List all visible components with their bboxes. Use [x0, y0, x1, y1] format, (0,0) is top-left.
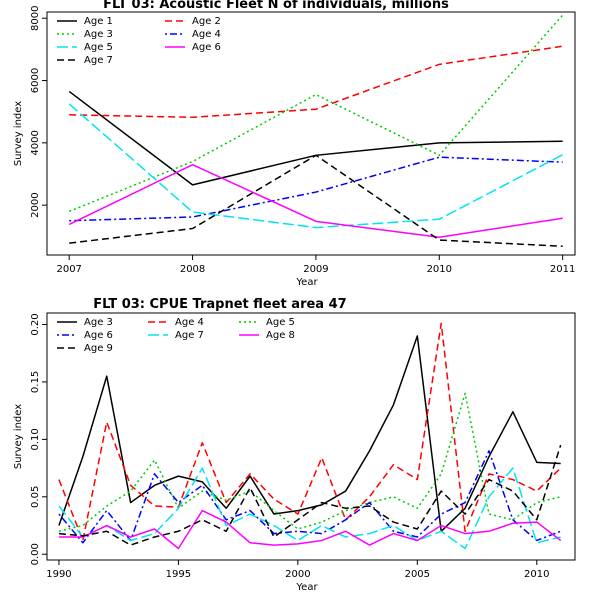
- x-tick-label: 2005: [405, 569, 430, 580]
- legend-entry: Age 5: [266, 317, 295, 328]
- legend-entry: Age 7: [175, 330, 204, 341]
- chart-title: FLT 03: Acoustic Fleet N of individuals,…: [103, 0, 449, 12]
- y-tick-label: 8000: [30, 6, 41, 31]
- y-tick-label: 0.10: [30, 428, 41, 450]
- series-line-age-6: [68, 163, 563, 238]
- legend-entry: Age 6: [84, 330, 113, 341]
- series-line-age-1: [68, 90, 563, 186]
- chart-panel-1: FLT 03: Acoustic Fleet N of individuals,…: [13, 0, 576, 288]
- legend-entry: Age 7: [84, 55, 113, 66]
- y-tick-label: 2000: [30, 192, 41, 217]
- x-axis-label: Year: [295, 277, 318, 288]
- legend-entry: Age 4: [175, 317, 204, 328]
- legend-entry: Age 1: [84, 16, 113, 27]
- x-tick-label: 2009: [303, 264, 328, 275]
- legend-entry: Age 2: [192, 16, 221, 27]
- legend-entry: Age 3: [84, 29, 113, 40]
- legend-entry: Age 5: [84, 42, 113, 53]
- legend-entry: Age 8: [266, 330, 295, 341]
- series-line-age-8: [58, 509, 562, 550]
- legend-entry: Age 9: [84, 343, 113, 354]
- x-tick-label: 2008: [180, 264, 205, 275]
- x-tick-label: 2007: [56, 264, 81, 275]
- series-line-age-5: [68, 103, 564, 229]
- y-tick-label: 6000: [30, 68, 41, 93]
- y-tick-label: 0.00: [30, 543, 41, 565]
- chart-title: FLT 03: CPUE Trapnet fleet area 47: [93, 297, 346, 312]
- series-line-age-7: [58, 467, 561, 550]
- x-axis-label: Year: [295, 582, 318, 593]
- y-axis-label: Survey index: [13, 101, 24, 166]
- series-line-age-5: [58, 392, 561, 533]
- series-line-age-6: [58, 450, 561, 544]
- plot-frame: [46, 312, 576, 561]
- plot-frame: [46, 11, 576, 256]
- x-tick-label: 2000: [285, 569, 310, 580]
- y-tick-label: 0.20: [30, 313, 41, 335]
- series-line-age-4: [58, 322, 562, 542]
- y-tick-label: 0.15: [30, 371, 41, 393]
- series-line-age-3: [68, 14, 564, 213]
- series-line-age-7: [69, 154, 563, 248]
- chart-panel-2: FLT 03: CPUE Trapnet fleet area 47 1990 19…: [13, 297, 576, 593]
- series-line-age-9: [58, 444, 562, 546]
- y-tick-label: 0.05: [30, 486, 41, 508]
- x-tick-label: 1990: [46, 569, 71, 580]
- y-tick-label: 4000: [30, 130, 41, 155]
- x-tick-label: 2010: [427, 264, 452, 275]
- x-tick-label: 2010: [524, 569, 549, 580]
- legend-entry: Age 6: [192, 42, 221, 53]
- series-line-age-3: [58, 335, 561, 533]
- legend-entry: Age 3: [84, 317, 113, 328]
- legend-entry: Age 4: [192, 29, 221, 40]
- x-tick-label: 1995: [166, 569, 191, 580]
- series-line-age-2: [69, 45, 563, 119]
- y-axis-label: Survey index: [13, 404, 24, 469]
- x-tick-label: 2011: [550, 264, 575, 275]
- series-line-age-4: [69, 156, 563, 222]
